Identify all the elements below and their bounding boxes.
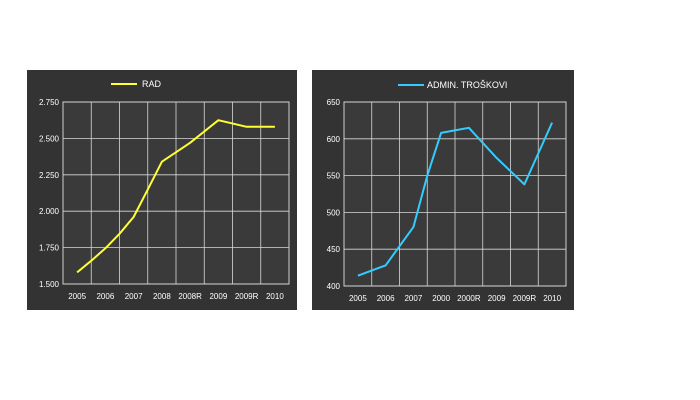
x-tick-label: 2000R [457,294,481,303]
y-tick-label: 1.500 [39,280,60,289]
chart-admin-troskovi: 400 450 500 550 600 650 2005 2006 2007 2000 2000R 2… [312,70,574,310]
x-tick-label: 2008 [153,292,171,301]
y-tick-label: 2.000 [39,207,60,216]
x-tick-label: 2008R [178,292,202,301]
x-tick-label: 2007 [404,294,422,303]
y-tick-label: 500 [327,208,341,217]
legend-label: RAD [142,79,162,89]
x-tick-label: 2010 [543,294,561,303]
x-tick-label: 2010 [266,292,284,301]
y-tick-label: 400 [327,282,341,291]
y-tick-label: 1.750 [39,244,60,253]
series-line [76,119,275,274]
x-tick-label: 2009 [488,294,506,303]
y-tick-label: 450 [327,245,341,254]
x-tick-label: 2009R [513,294,537,303]
y-tick-label: 2.250 [39,171,60,180]
legend-label: ADMIN. TROŠKOVI [427,80,507,90]
x-tick-label: 2005 [349,294,367,303]
y-tick-label: 550 [327,172,341,181]
series-line [357,122,554,277]
y-tick-label: 2.750 [39,98,60,107]
y-tick-label: 650 [327,98,341,107]
x-tick-label: 2006 [377,294,395,303]
x-tick-label: 2007 [125,292,143,301]
x-tick-label: 2006 [96,292,114,301]
chart-rad: 1.500 1.750 2.000 2.250 2.500 2.750 2005 2006 20… [27,70,297,310]
x-tick-label: 2005 [68,292,86,301]
chart-rad-svg: 1.500 1.750 2.000 2.250 2.500 2.750 2005 2006 20… [27,70,297,310]
x-tick-label: 2000 [432,294,450,303]
chart-admin-troskovi-svg: 400 450 500 550 600 650 2005 2006 2007 2000 2000R 2… [312,70,574,310]
x-tick-label: 2009 [209,292,227,301]
y-tick-label: 2.500 [39,134,60,143]
x-tick-label: 2009R [235,292,259,301]
y-tick-label: 600 [327,135,341,144]
